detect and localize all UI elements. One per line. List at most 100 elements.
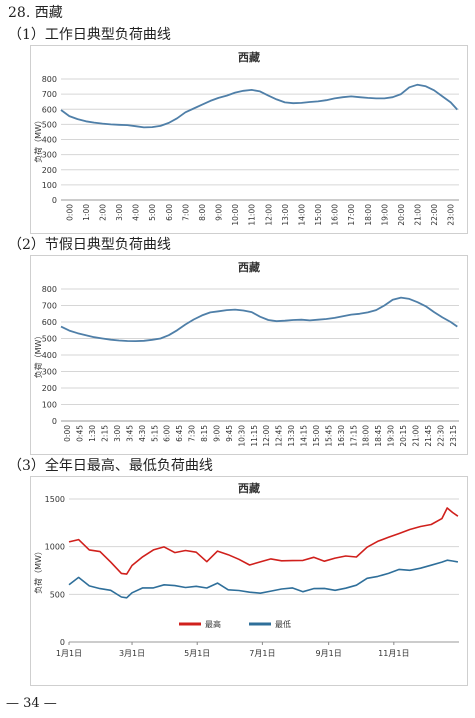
x-tick-label: 11:15 — [250, 425, 259, 447]
x-tick-label: 2:15 — [101, 425, 110, 442]
panel-heading-3: （3）全年日最高、最低负荷曲线 — [8, 458, 213, 474]
y-tick-label: 700 — [42, 302, 57, 311]
x-tick-label: 1:30 — [88, 425, 97, 442]
series-line-line-0 — [60, 296, 458, 342]
x-tick-label: 19:30 — [387, 425, 396, 447]
x-tick-label: 12:00 — [264, 204, 273, 226]
series-line-line-0 — [60, 83, 458, 129]
y-tick-label: 500 — [50, 590, 65, 599]
x-tick-label: 16:00 — [331, 204, 340, 226]
x-tick-label: 10:00 — [231, 204, 240, 226]
x-tick-label: 15:00 — [312, 425, 321, 447]
x-tick-label: 17:00 — [347, 204, 356, 226]
chart-panel-1: 西藏 0 100 200 300 400 500 600 700 800 负荷（MW） 0:00 1:0… — [30, 45, 468, 234]
x-tick-label: 22:00 — [430, 204, 439, 226]
y-axis-label: 负荷（MW） — [33, 116, 43, 163]
series-line-最低 — [68, 559, 459, 599]
x-tick-label: 0:45 — [76, 425, 85, 442]
chart-title: 西藏 — [238, 50, 260, 64]
y-tick-label: 800 — [42, 75, 57, 84]
y-tick-label: 500 — [42, 120, 57, 129]
x-tick-label: 19:00 — [380, 204, 389, 226]
y-tick-label: 400 — [42, 351, 57, 360]
x-tick-label: 9:45 — [225, 425, 234, 442]
y-tick-label: 400 — [42, 136, 57, 145]
x-tick-label: 6:00 — [165, 204, 174, 221]
chart-title: 西藏 — [238, 481, 260, 495]
x-tick-label: 9:00 — [215, 204, 224, 221]
x-tick-label: 0:00 — [63, 425, 72, 442]
x-tick-label: 22:30 — [436, 425, 445, 447]
x-tick-label: 4:30 — [138, 425, 147, 442]
chart-2: 西藏 0 100 200 300 400 500 600 700 800 负荷（MW） 0:00 0:4… — [33, 260, 459, 447]
y-axis-label: 负荷（MW） — [33, 547, 43, 594]
x-tick-label: 14:00 — [297, 204, 306, 226]
x-tick-label: 7:30 — [188, 425, 197, 442]
chart-1: 西藏 0 100 200 300 400 500 600 700 800 负荷（MW） 0:00 1:0… — [33, 50, 459, 226]
x-tick-label: 17:15 — [349, 425, 358, 447]
y-tick-label: 200 — [42, 384, 57, 393]
x-tick-label: 12:45 — [275, 425, 284, 447]
x-tick-label: 18:00 — [362, 425, 371, 447]
chart-panel-2: 西藏 0 100 200 300 400 500 600 700 800 负荷（MW） 0:00 0:4… — [30, 255, 468, 455]
x-tick-label: 15:00 — [314, 204, 323, 226]
x-tick-label: 13:00 — [281, 204, 290, 226]
x-tick-label: 21:00 — [414, 204, 423, 226]
x-tick-label: 15:45 — [324, 425, 333, 447]
x-tick-label: 0:00 — [65, 204, 74, 221]
y-tick-label: 600 — [42, 105, 57, 114]
y-tick-label: 800 — [42, 285, 57, 294]
chart-panel-3: 西藏 0 500 1000 1500 负荷（MW） 1月1日 3月1日 5月1日 7月1日 9月1日… — [30, 476, 468, 686]
x-tick-label: 8:15 — [200, 425, 209, 442]
y-tick-label: 300 — [42, 368, 57, 377]
x-tick-label: 18:45 — [374, 425, 383, 447]
y-tick-label: 500 — [42, 335, 57, 344]
y-tick-label: 1500 — [45, 495, 65, 504]
y-tick-label: 100 — [42, 181, 57, 190]
x-tick-label: 5月1日 — [184, 649, 210, 658]
x-tick-label: 8:00 — [198, 204, 207, 221]
x-tick-label: 9月1日 — [316, 649, 342, 658]
y-tick-label: 700 — [42, 90, 57, 99]
x-tick-label: 12:00 — [262, 425, 271, 447]
x-tick-label: 21:00 — [411, 425, 420, 447]
x-tick-label: 5:15 — [150, 425, 159, 442]
x-tick-label: 20:00 — [397, 204, 406, 226]
x-tick-label: 1:00 — [82, 204, 91, 221]
x-tick-label: 1月1日 — [56, 649, 82, 658]
x-tick-label: 21:45 — [424, 425, 433, 447]
panel-heading-1: （1）工作日典型负荷曲线 — [8, 27, 171, 43]
x-tick-label: 18:00 — [364, 204, 373, 226]
panel-heading-2: （2）节假日典型负荷曲线 — [8, 237, 171, 253]
x-tick-label: 11月1日 — [378, 649, 409, 658]
legend-label: 最低 — [275, 619, 291, 629]
x-tick-label: 14:15 — [300, 425, 309, 447]
x-tick-label: 23:15 — [449, 425, 458, 447]
x-tick-label: 7月1日 — [249, 649, 275, 658]
legend-label: 最高 — [205, 619, 221, 629]
x-tick-label: 23:00 — [447, 204, 456, 226]
x-tick-label: 9:00 — [212, 425, 221, 442]
chart-title: 西藏 — [238, 260, 260, 274]
y-tick-label: 200 — [42, 166, 57, 175]
x-tick-label: 6:00 — [163, 425, 172, 442]
x-tick-label: 3:00 — [115, 204, 124, 221]
y-tick-label: 300 — [42, 151, 57, 160]
series-line-最高 — [68, 507, 459, 575]
page-number: — 34 — — [6, 696, 57, 711]
chart-3: 西藏 0 500 1000 1500 负荷（MW） 1月1日 3月1日 5月1日 7月1日 9月1日… — [33, 481, 459, 658]
x-tick-label: 3:00 — [113, 425, 122, 442]
y-tick-label: 600 — [42, 318, 57, 327]
y-tick-label: 0 — [60, 638, 65, 647]
x-tick-label: 6:45 — [175, 425, 184, 442]
x-tick-label: 20:15 — [399, 425, 408, 447]
x-tick-label: 16:30 — [337, 425, 346, 447]
x-tick-label: 11:00 — [248, 204, 257, 226]
y-tick-label: 0 — [52, 417, 57, 426]
section-title: 28. 西藏 — [8, 5, 63, 21]
x-tick-label: 5:00 — [148, 204, 157, 221]
x-tick-label: 7:00 — [181, 204, 190, 221]
y-tick-label: 100 — [42, 401, 57, 410]
x-tick-label: 10:30 — [237, 425, 246, 447]
y-axis-label: 负荷（MW） — [33, 332, 43, 379]
